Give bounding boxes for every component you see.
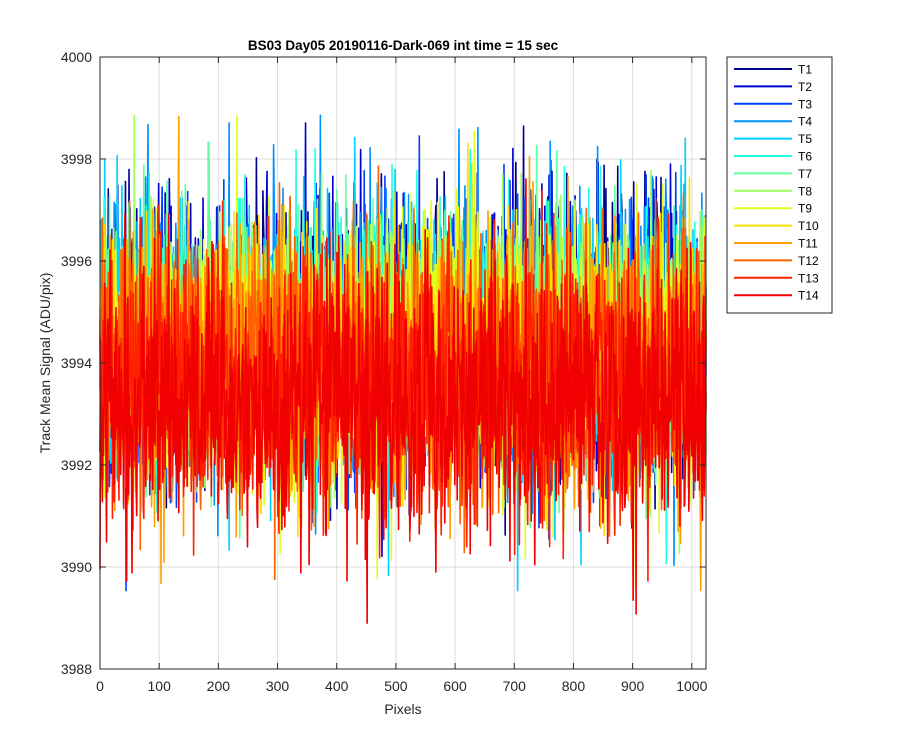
legend-label-t12: T12 <box>798 254 819 268</box>
y-tick-label: 3988 <box>61 661 92 677</box>
y-tick-label: 3992 <box>61 457 92 473</box>
series-line-t14 <box>99 178 707 624</box>
legend-label-t10: T10 <box>798 219 819 233</box>
series-line-t13 <box>99 190 707 582</box>
x-tick-label: 600 <box>443 678 467 694</box>
legend-label-t8: T8 <box>798 184 812 198</box>
x-tick-label: 300 <box>266 678 290 694</box>
legend-label-t6: T6 <box>798 150 812 164</box>
series-lines <box>99 114 707 624</box>
x-tick-label: 500 <box>384 678 408 694</box>
y-tick-label: 3998 <box>61 151 92 167</box>
plot-area <box>99 56 707 670</box>
legend-label-t2: T2 <box>798 80 812 94</box>
y-axis-label: Track Mean Signal (ADU/pix) <box>37 273 53 454</box>
legend-box <box>726 56 833 314</box>
x-axis-label: Pixels <box>384 701 421 717</box>
x-tick-labels: 0 100 200 300 400 500 600 700 800 900 1000 <box>96 678 707 694</box>
legend: T1 T2 T3 T4 T5 T6 T7 T8 T9 T10 T11 T12 T13 T14 <box>726 56 833 314</box>
x-tick-label: 100 <box>148 678 172 694</box>
legend-label-t14: T14 <box>798 289 819 303</box>
legend-label-t5: T5 <box>798 132 812 146</box>
legend-label-t9: T9 <box>798 202 812 216</box>
x-tick-label: 900 <box>621 678 645 694</box>
axis-ticks <box>99 56 706 670</box>
x-tick-label: 0 <box>96 678 104 694</box>
chart-title: BS03 Day05 20190116-Dark-069 int time = … <box>248 38 559 53</box>
legend-label-t4: T4 <box>798 115 812 129</box>
x-tick-label: 400 <box>325 678 349 694</box>
legend-entries: T1 T2 T3 T4 T5 T6 T7 T8 T9 T10 T11 T12 T13 T14 <box>734 63 819 303</box>
x-tick-label: 200 <box>207 678 231 694</box>
x-tick-label: 700 <box>503 678 527 694</box>
legend-label-t11: T11 <box>798 237 818 251</box>
x-tick-label: 1000 <box>676 678 707 694</box>
y-tick-labels: 3988 3990 3992 3994 3996 3998 4000 <box>61 49 92 677</box>
legend-label-t1: T1 <box>798 63 812 77</box>
y-tick-label: 4000 <box>61 49 92 65</box>
legend-label-t13: T13 <box>798 271 819 285</box>
legend-label-t7: T7 <box>798 167 812 181</box>
x-tick-label: 800 <box>562 678 586 694</box>
y-tick-label: 3990 <box>61 559 92 575</box>
legend-label-t3: T3 <box>798 97 812 111</box>
y-tick-label: 3996 <box>61 253 92 269</box>
y-tick-label: 3994 <box>61 355 92 371</box>
